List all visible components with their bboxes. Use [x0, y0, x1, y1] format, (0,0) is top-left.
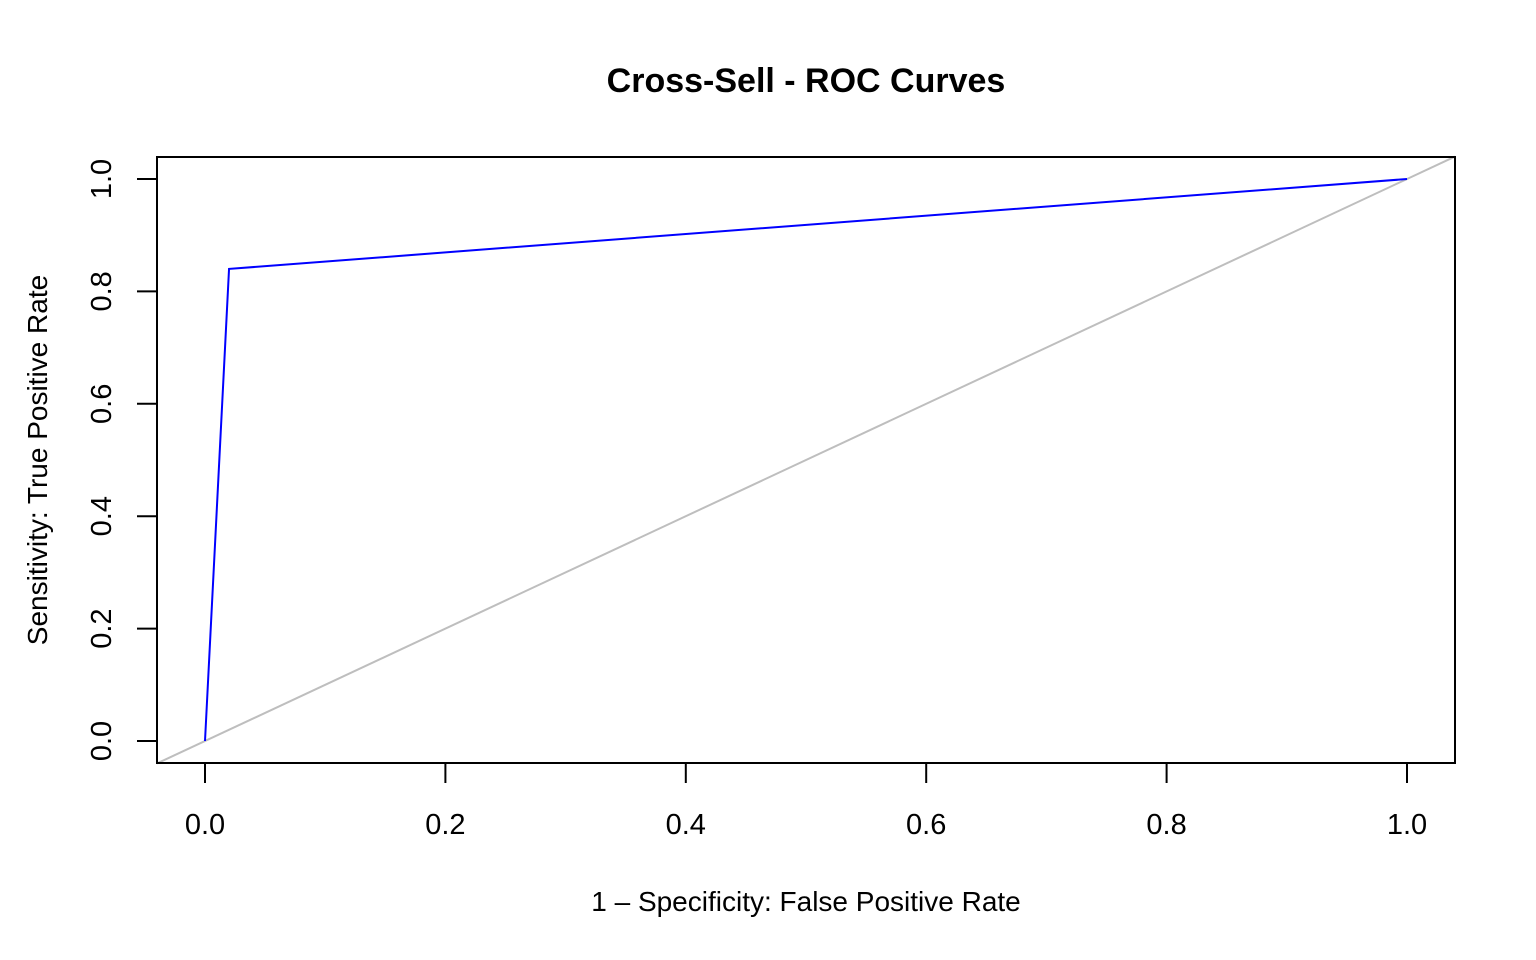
roc-curve-line — [204, 178, 1408, 742]
x-axis: 0.0 0.2 0.4 0.6 0.8 1.0 — [185, 762, 1427, 841]
x-tick-label: 1.0 — [1387, 809, 1427, 841]
y-tick-label: 0.0 — [86, 721, 118, 761]
y-tick-label: 0.2 — [86, 608, 118, 648]
x-tick-label: 0.4 — [666, 809, 706, 841]
y-axis: 0.0 0.2 0.4 0.6 0.8 1.0 — [86, 159, 158, 761]
chart-title: Cross-Sell - ROC Curves — [607, 62, 1006, 100]
reference-diagonal-line — [156, 155, 1456, 765]
y-axis-label: Sensitivity: True Positive Rate — [22, 275, 53, 645]
y-tick-label: 1.0 — [86, 159, 118, 199]
y-tick-label: 0.4 — [86, 496, 118, 536]
x-tick-label: 0.2 — [425, 809, 465, 841]
y-tick-label: 0.8 — [86, 271, 118, 311]
plot-area — [156, 155, 1456, 765]
x-tick-label: 0.6 — [906, 809, 946, 841]
y-tick-label: 0.6 — [86, 384, 118, 424]
x-tick-label: 0.0 — [185, 809, 225, 841]
x-tick-label: 0.8 — [1146, 809, 1186, 841]
x-axis-label: 1 – Specificity: False Positive Rate — [591, 886, 1021, 917]
